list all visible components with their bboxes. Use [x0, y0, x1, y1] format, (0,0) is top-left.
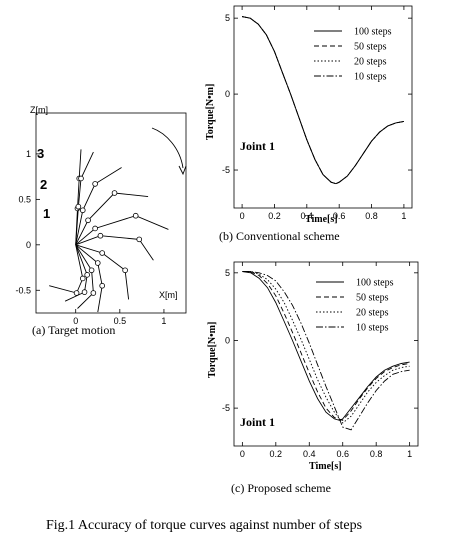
motion-arrow-head-icon [178, 165, 187, 176]
y-tick-label: 5 [225, 13, 230, 23]
conventional-panel: 0 0.2 0.4 0.6 0.8 1 -5 0 5 100 steps 50 steps 20 s… [205, 5, 413, 243]
target-motion-caption: (a) Target motion [32, 323, 115, 337]
joint-marker [79, 207, 86, 214]
proposed-caption: (c) Proposed scheme [231, 481, 331, 495]
motion-direction-arrow [151, 127, 184, 169]
joint-marker [92, 225, 98, 232]
arm-link [75, 215, 169, 246]
joint-marker [122, 267, 128, 274]
arm-link [75, 244, 94, 309]
x-tick-label: 0 [240, 211, 245, 221]
target-motion-ticks: 0 0.5 1 -0.5 0 0.5 1 [15, 149, 166, 326]
x-tick-label: 1 [407, 449, 412, 459]
conventional-joint-label: Joint 1 [240, 139, 275, 153]
joint-marker [99, 250, 105, 256]
joint-marker [73, 290, 80, 296]
arm-link [75, 235, 154, 261]
joint-marker [78, 175, 84, 182]
x-tick-label: 0.6 [333, 211, 346, 221]
conventional-ticks: 0 0.2 0.4 0.6 0.8 1 -5 0 5 [222, 6, 412, 221]
conventional-curves [242, 16, 404, 185]
joint-marker [99, 282, 105, 289]
arm-link [75, 192, 149, 246]
region-label-1: 1 [43, 206, 50, 221]
joint-marker [111, 190, 118, 196]
joint-marker [90, 290, 97, 296]
arm-link [75, 244, 103, 313]
y-tick-label: 5 [225, 268, 230, 278]
x-tick-label: 0.8 [365, 211, 378, 221]
y-tick-label: 0 [225, 335, 230, 345]
y-tick-label: 1 [26, 149, 31, 159]
proposed-ticks: 0 0.2 0.4 0.6 0.8 1 -5 0 5 [222, 262, 418, 459]
joint-marker [84, 272, 90, 278]
joint-marker [136, 236, 143, 243]
joint-marker [81, 289, 88, 295]
arm-link [49, 244, 84, 294]
target-motion-ylabel: Z[m] [30, 105, 48, 115]
x-tick-label: 0.4 [303, 449, 316, 459]
y-tick-label: 0 [225, 89, 230, 99]
legend-label: 10 steps [354, 72, 387, 83]
legend-label: 50 steps [354, 42, 387, 53]
x-tick-label: 0.6 [336, 449, 349, 459]
legend-label: 100 steps [356, 278, 394, 289]
joint-marker [92, 181, 98, 187]
joint-marker [132, 212, 139, 219]
joint-marker [79, 275, 86, 282]
y-tick-label: -5 [222, 165, 230, 175]
x-tick-label: 0 [240, 449, 245, 459]
figure-caption: Fig.1 Accuracy of torque curves against … [46, 518, 362, 533]
y-tick-label: 0 [26, 240, 31, 250]
proposed-curves [242, 271, 410, 431]
target-motion-frame [35, 112, 187, 314]
target-motion-links [49, 149, 169, 313]
joint-marker [88, 267, 95, 274]
proposed-xlabel: Time[s] [309, 461, 342, 472]
x-tick-label: 0.4 [301, 211, 314, 221]
y-tick-label: -5 [222, 403, 230, 413]
target-motion-panel: 0 0.5 1 -0.5 0 0.5 1 Z[m] X[m] 3 2 1 (a) Targe… [15, 105, 187, 337]
conventional-ylabel: Torque[N•m] [205, 84, 216, 140]
series-line-10-steps [242, 16, 404, 185]
conventional-xlabel: Time[s] [305, 214, 338, 225]
arm-link [75, 244, 130, 300]
legend-label: 20 steps [356, 308, 389, 319]
legend-label: 10 steps [356, 323, 389, 334]
conventional-caption: (b) Conventional scheme [219, 229, 340, 243]
x-tick-label: 0.2 [270, 449, 283, 459]
arm-link [75, 167, 122, 245]
joint-marker [75, 203, 82, 210]
region-label-3: 3 [37, 146, 44, 161]
series-line-10-steps [242, 271, 410, 431]
arm-link [64, 244, 88, 302]
proposed-joint-label: Joint 1 [240, 415, 275, 429]
x-tick-label: 1 [161, 316, 166, 326]
legend-label: 100 steps [354, 27, 392, 38]
x-tick-label: 0.5 [114, 316, 127, 326]
joint-marker [94, 260, 101, 266]
y-tick-label: 0.5 [18, 194, 31, 204]
proposed-panel: 0 0.2 0.4 0.6 0.8 1 -5 0 5 100 steps 50 steps 20 s… [207, 261, 419, 495]
proposed-ylabel: Torque[N•m] [207, 322, 218, 378]
joint-marker [97, 232, 104, 239]
joint-marker [85, 217, 91, 224]
region-label-2: 2 [40, 177, 47, 192]
conventional-frame [233, 5, 413, 209]
series-line-50-steps [242, 271, 410, 421]
proposed-legend: 100 steps 50 steps 20 steps 10 steps [316, 278, 394, 334]
legend-label: 50 steps [356, 293, 389, 304]
x-tick-label: 1 [401, 211, 406, 221]
arm-link [75, 151, 94, 245]
x-tick-label: 0.8 [370, 449, 383, 459]
x-tick-label: 0.2 [268, 211, 281, 221]
proposed-frame [233, 261, 419, 447]
x-tick-label: 0 [73, 316, 78, 326]
legend-label: 20 steps [354, 57, 387, 68]
conventional-legend: 100 steps 50 steps 20 steps 10 steps [314, 27, 392, 83]
target-motion-xlabel: X[m] [159, 290, 178, 300]
series-line-100-steps [242, 271, 410, 421]
y-tick-label: -0.5 [15, 285, 31, 295]
